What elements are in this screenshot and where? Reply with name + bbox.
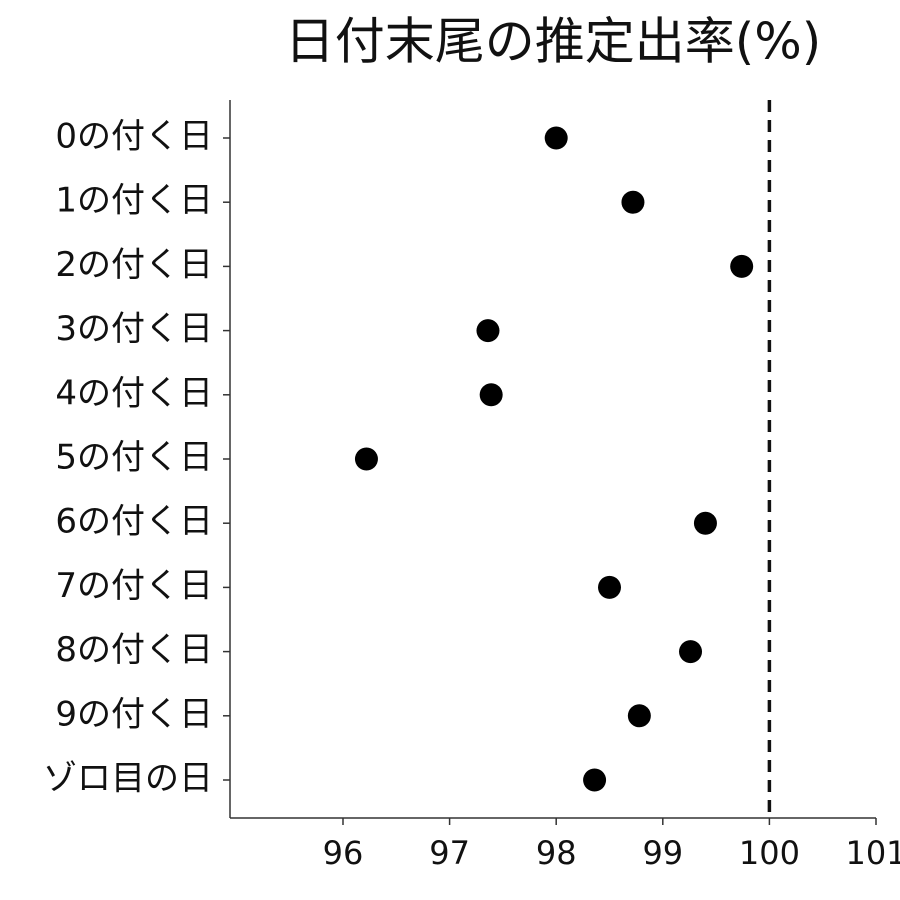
dot [597, 575, 621, 599]
x-tick-label: 96 [323, 834, 364, 872]
dot [476, 319, 500, 343]
dot [583, 768, 607, 792]
dot [354, 447, 378, 471]
dot [479, 383, 503, 407]
y-tick-label: 9の付く日 [55, 694, 213, 734]
y-tick-label: 4の付く日 [55, 373, 213, 413]
dot [621, 190, 645, 214]
x-tick-label: 97 [429, 834, 470, 872]
dot [679, 640, 703, 664]
dot [544, 126, 568, 150]
y-tick-label: 2の付く日 [55, 245, 213, 285]
dot [730, 254, 754, 278]
chart-title: 日付末尾の推定出率(%) [285, 13, 822, 71]
x-tick-label: 100 [739, 834, 800, 872]
y-tick-label: ゾロ目の日 [43, 759, 213, 799]
y-tick-label: 7の付く日 [55, 566, 213, 606]
x-tick-label: 98 [536, 834, 577, 872]
x-tick-label: 101 [845, 834, 900, 872]
y-tick-label: 3の付く日 [55, 309, 213, 349]
x-tick-label: 99 [642, 834, 683, 872]
y-tick-label: 8の付く日 [55, 630, 213, 670]
y-tick-label: 1の付く日 [55, 181, 213, 221]
y-tick-label: 0の付く日 [55, 117, 213, 157]
dot [627, 704, 651, 728]
dot [693, 511, 717, 535]
y-tick-label: 5の付く日 [55, 438, 213, 478]
y-tick-label: 6の付く日 [55, 502, 213, 542]
